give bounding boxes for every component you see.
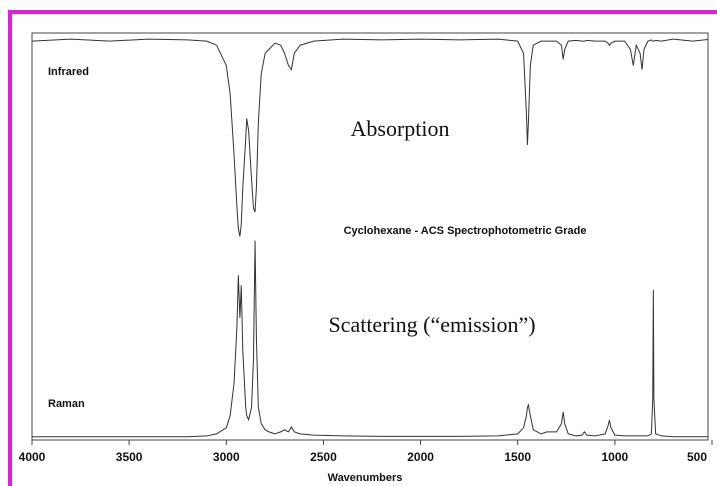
x-tick-label: 500: [687, 450, 707, 464]
x-tick-label: 2000: [407, 450, 434, 464]
x-axis-label: Wavenumbers: [328, 472, 403, 484]
series-label: Infrared: [48, 66, 89, 78]
x-tick-label: 2500: [310, 450, 337, 464]
annotation: Absorption: [351, 116, 450, 141]
chart-title: Cyclohexane - ACS Spectrophotometric Gra…: [344, 225, 587, 237]
spectrum-line: [32, 240, 708, 438]
x-tick-label: 4000: [19, 450, 46, 464]
annotation: Scattering (“emission”): [328, 312, 535, 337]
x-tick-label: 1500: [504, 450, 531, 464]
x-tick-label: 3000: [213, 450, 240, 464]
plot-frame: [31, 32, 709, 441]
frame-border: [8, 10, 717, 486]
spectrum-line: [32, 38, 708, 237]
series-label: Raman: [48, 398, 85, 410]
x-tick-label: 3500: [116, 450, 143, 464]
x-tick-label: 1000: [602, 450, 629, 464]
